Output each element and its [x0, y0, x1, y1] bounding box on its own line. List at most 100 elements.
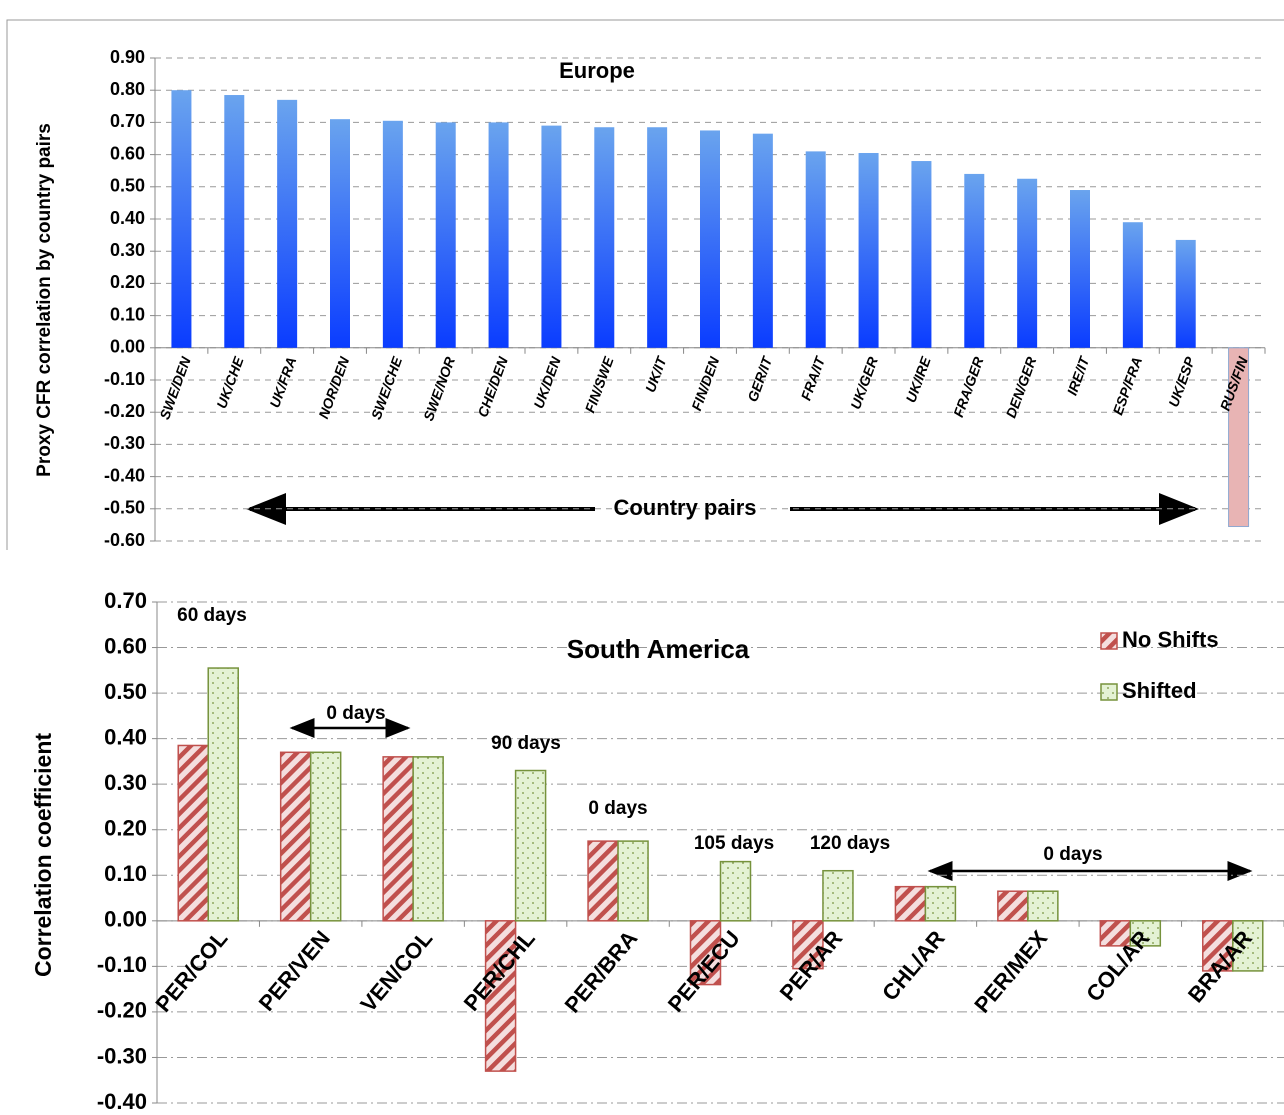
bar [1027, 890, 1059, 922]
y-tick-label: 0.70 [110, 111, 145, 131]
bar [719, 860, 752, 922]
y-tick-label: 0.00 [104, 907, 147, 932]
x-tick-label: UK/FRA [266, 355, 299, 410]
y-tick-label: 0.00 [110, 337, 145, 357]
y-tick-label: 0.20 [104, 816, 147, 841]
bar [1017, 178, 1038, 348]
x-axis-label: Country pairs [613, 495, 756, 520]
y-tick-label: 0.10 [104, 861, 147, 886]
y-tick-label: -0.40 [104, 465, 145, 485]
panel-frame [6, 19, 1284, 550]
bar [1129, 920, 1162, 947]
bar [700, 130, 720, 348]
bar [822, 869, 854, 922]
legend-swatch [1100, 683, 1118, 701]
bar [1070, 190, 1090, 348]
x-tick-label: UK/DEN [530, 354, 564, 411]
x-tick-label: VEN/COL [355, 926, 437, 1017]
y-tick-label: -0.10 [104, 369, 145, 389]
bar [171, 90, 192, 348]
x-tick-label: FRA/GER [950, 354, 987, 420]
annotation: 105 days [694, 833, 774, 854]
x-tick-label: UK/ESP [1165, 354, 1198, 409]
x-tick-label: ESP/FRA [1109, 355, 1145, 417]
bar [309, 751, 342, 922]
y-tick-label: 0.90 [110, 47, 145, 67]
y-tick-label: 0.40 [104, 724, 147, 749]
annotation: 60 days [177, 605, 247, 626]
bar [1175, 239, 1196, 348]
y-tick-label: -0.30 [104, 433, 145, 453]
bar [1228, 347, 1250, 528]
x-tick-label: CHL/AR [877, 926, 950, 1006]
chart: -0.40 -0.30 -0.20 -0.10 0.00 0.10 0.20 0.30 0.40… [30, 588, 1284, 1114]
y-tick-label: 0.70 [104, 588, 147, 613]
x-tick-label: FRA/IT [798, 353, 829, 402]
bar [792, 920, 824, 970]
bar [224, 95, 245, 348]
bar [488, 122, 509, 348]
x-tick-label: FIN/SWE [582, 354, 617, 415]
x-tick-label: UK/CHE [213, 354, 247, 411]
x-tick-label: CHE/DEN [474, 354, 511, 420]
bar [435, 122, 456, 348]
annotation: 0 days [588, 798, 647, 819]
bar [997, 890, 1029, 922]
legend-label: Shifted [1122, 678, 1197, 703]
chart-title: South America [567, 634, 750, 664]
x-tick-label: PER/MEX [969, 925, 1052, 1017]
annotation: 0 days [326, 703, 385, 724]
x-tick-label: PER/VEN [254, 926, 335, 1016]
bar [279, 751, 312, 922]
x-tick-label: IRE/IT [1064, 353, 1093, 397]
y-tick-label: 0.20 [110, 272, 145, 292]
y-tick-label: -0.60 [104, 530, 145, 550]
bar [514, 769, 547, 922]
bar [1232, 920, 1264, 972]
y-tick-label: -0.20 [104, 401, 145, 421]
y-tick-label: -0.20 [97, 998, 147, 1023]
bar [587, 840, 619, 922]
bar [412, 756, 444, 922]
bar [964, 173, 985, 348]
y-axis-label: Proxy CFR correlation by country pairs [34, 123, 55, 477]
bar [330, 119, 350, 348]
y-tick-label: 0.50 [110, 176, 145, 196]
bar [894, 885, 927, 922]
x-tick-label: DEN/GER [1003, 354, 1040, 420]
y-tick-label: 0.30 [110, 240, 145, 260]
bar [594, 127, 615, 348]
bar [177, 744, 209, 922]
bar [752, 133, 773, 348]
y-tick-label: -0.30 [97, 1043, 147, 1068]
bar [541, 125, 562, 348]
legend-swatch [1100, 632, 1118, 650]
legend-label: No Shifts [1122, 627, 1219, 652]
bar [277, 99, 298, 348]
bar [382, 756, 414, 922]
y-tick-label: 0.40 [110, 208, 145, 228]
y-tick-label: 0.50 [104, 679, 147, 704]
bar [1099, 920, 1132, 947]
x-tick-label: SWE/DEN [156, 354, 194, 422]
x-tick-label: UK/IRE [902, 354, 933, 405]
x-tick-label: PER/BRA [560, 926, 643, 1018]
x-tick-label: SWE/CHE [368, 354, 406, 421]
y-tick-label: 0.10 [110, 304, 145, 324]
bar [484, 920, 517, 1072]
bar [382, 120, 403, 348]
x-tick-label: UK/IT [642, 353, 670, 394]
y-tick-label: 0.60 [110, 143, 145, 163]
bar [805, 151, 826, 348]
bar [647, 127, 668, 348]
x-tick-label: PER/COL [150, 926, 232, 1017]
x-tick-label: NOR/DEN [315, 354, 352, 421]
x-tick-label: UK/GER [847, 354, 881, 411]
y-tick-label: 0.60 [104, 633, 147, 658]
y-tick-label: -0.40 [97, 1089, 147, 1114]
x-tick-label: FIN/DEN [688, 354, 722, 413]
x-tick-label: GER/IT [744, 353, 775, 404]
bar [617, 840, 649, 922]
bar [858, 152, 879, 348]
